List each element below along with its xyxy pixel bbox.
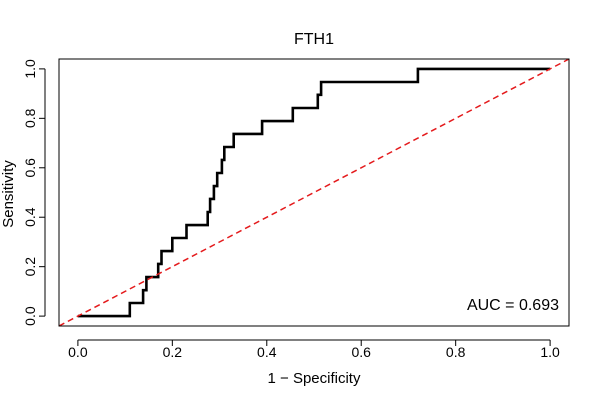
x-tick-label: 1.0 bbox=[540, 344, 560, 360]
y-tick-label: 0.0 bbox=[22, 306, 38, 326]
y-axis-title: Sensitivity bbox=[0, 160, 17, 228]
y-tick-label: 1.0 bbox=[22, 59, 38, 79]
plot-area bbox=[58, 58, 570, 327]
y-tick-label: 0.2 bbox=[22, 257, 38, 277]
x-tick-label: 0.0 bbox=[68, 344, 88, 360]
reference-diagonal-line bbox=[58, 58, 570, 327]
x-tick-label: 0.6 bbox=[351, 344, 371, 360]
x-axis-title: 1 − Specificity bbox=[268, 370, 361, 387]
y-tick-label: 0.4 bbox=[22, 207, 38, 227]
x-tick-label: 0.8 bbox=[446, 344, 466, 360]
x-tick-label: 0.2 bbox=[163, 344, 183, 360]
y-tick-label: 0.6 bbox=[22, 158, 38, 178]
x-axis: 0.0 0.2 0.4 0.6 0.8 1.0 bbox=[68, 339, 560, 360]
x-tick-label: 0.4 bbox=[257, 344, 277, 360]
y-tick-label: 0.8 bbox=[22, 108, 38, 128]
plot-frame bbox=[58, 58, 570, 327]
auc-annotation: AUC = 0.693 bbox=[467, 297, 559, 314]
y-axis: 0.0 0.2 0.4 0.6 0.8 1.0 bbox=[22, 59, 46, 326]
chart-title: FTH1 bbox=[294, 31, 334, 48]
